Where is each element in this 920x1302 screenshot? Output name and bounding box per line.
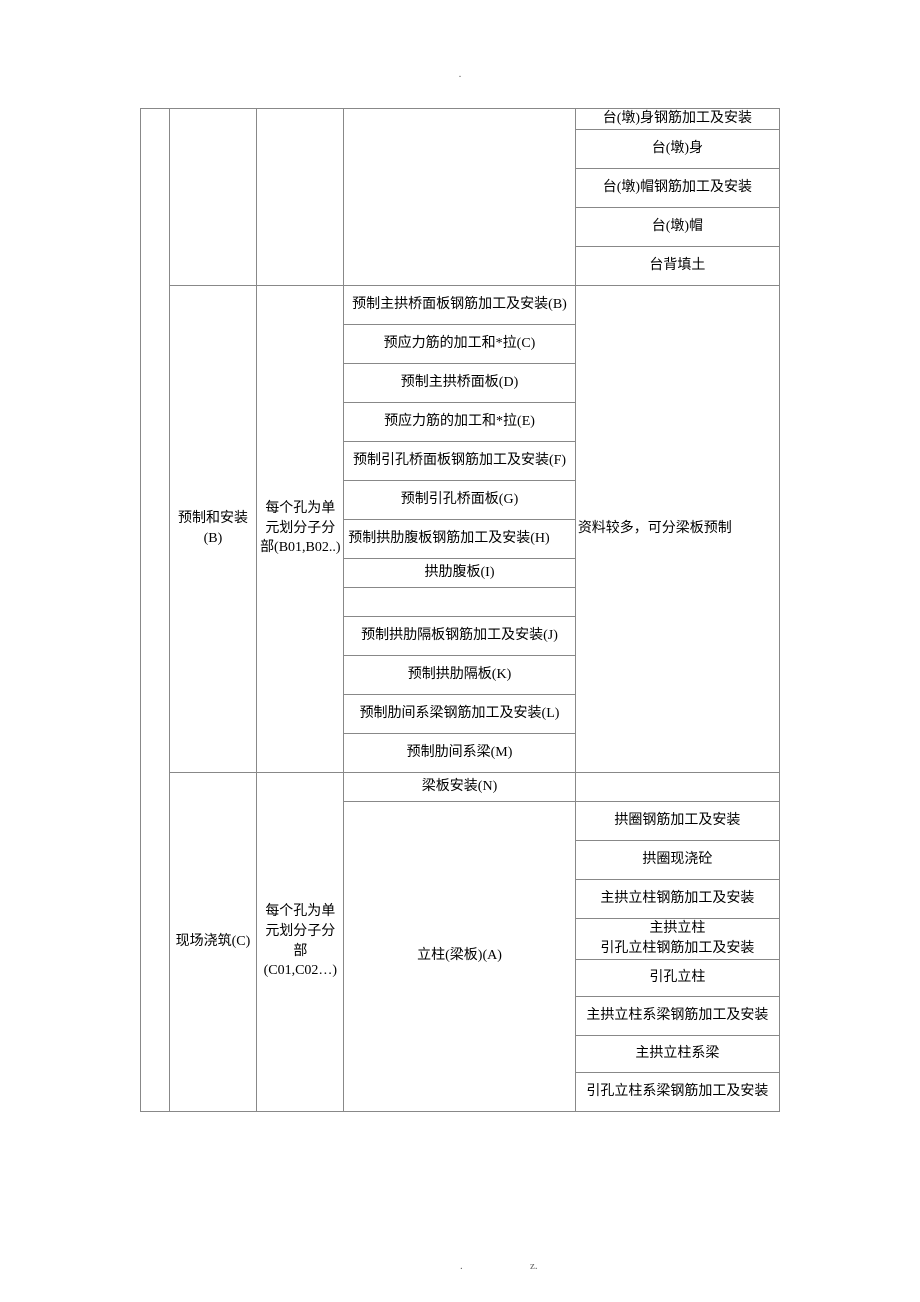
cell-s1-c4-1: 台(墩)身 [575, 129, 779, 168]
cell-s2-c3-11: 预制肋间系梁钢筋加工及安装(L) [344, 694, 576, 733]
cell-s2-c3-5: 预制引孔桥面板(G) [344, 480, 576, 519]
cell-s3-c4-7: 主拱立柱系梁 [575, 1035, 779, 1072]
cell-s1-c4-2: 台(墩)帽钢筋加工及安装 [575, 168, 779, 207]
cell-s2-c3-9: 预制拱肋隔板钢筋加工及安装(J) [344, 616, 576, 655]
cell-s2-c3-1: 预应力筋的加工和*拉(C) [344, 324, 576, 363]
table-row: 预制和安装(B) 每个孔为单元划分子分部(B01,B02..) 预制主拱桥面板钢… [141, 285, 780, 324]
cell-s2-c3-6: 预制拱肋腹板钢筋加工及安装(H) [344, 519, 576, 558]
cell-s3-c4-1: 拱圈现浇砼 [575, 840, 779, 879]
cell-s3-c4-5: 引孔立柱 [575, 959, 779, 996]
cell-s1-c3 [344, 109, 576, 286]
table-row: 台(墩)身钢筋加工及安装 [141, 109, 780, 130]
cell-s3-c4-2: 主拱立柱钢筋加工及安装 [575, 879, 779, 918]
cell-s3-c3-main: 立柱(梁板)(A) [344, 801, 576, 1111]
cell-s3-c2: 每个孔为单元划分子分部(C01,C02…) [257, 772, 344, 1111]
cell-s3-c4-6: 主拱立柱系梁钢筋加工及安装 [575, 996, 779, 1035]
cell-s3-c1: 现场浇筑(C) [169, 772, 257, 1111]
cell-s3-c4-34: 主拱立柱引孔立柱钢筋加工及安装 [575, 918, 779, 959]
cell-s2-c3-4: 预制引孔桥面板钢筋加工及安装(F) [344, 441, 576, 480]
cell-s2-c3-10: 预制拱肋隔板(K) [344, 655, 576, 694]
cell-col0 [141, 109, 170, 1112]
cell-s2-c3-8 [344, 587, 576, 616]
cell-s2-c3-0: 预制主拱桥面板钢筋加工及安装(B) [344, 285, 576, 324]
cell-s1-c4-4: 台背填土 [575, 246, 779, 285]
cell-s3-c4-blank [575, 772, 779, 801]
cell-s2-c2: 每个孔为单元划分子分部(B01,B02..) [257, 285, 344, 772]
bottom-dot-mark: . [460, 1260, 463, 1272]
cell-s2-c3-7: 拱肋腹板(I) [344, 558, 576, 587]
main-table: 台(墩)身钢筋加工及安装 台(墩)身 台(墩)帽钢筋加工及安装 台(墩)帽 台背… [140, 108, 780, 1112]
cell-s3-c3-top: 梁板安装(N) [344, 772, 576, 801]
cell-s2-c3-3: 预应力筋的加工和*拉(E) [344, 402, 576, 441]
page: . . z. 台(墩)身钢筋加工及安装 台(墩)身 台(墩)帽钢筋加工及安装 台… [0, 0, 920, 1302]
cell-s2-c4: 资料较多，可分梁板预制 [575, 285, 779, 772]
bottom-z-mark: z. [530, 1260, 538, 1272]
top-mark: . [459, 68, 462, 80]
table-row: 现场浇筑(C) 每个孔为单元划分子分部(C01,C02…) 梁板安装(N) [141, 772, 780, 801]
cell-s1-c4-3: 台(墩)帽 [575, 207, 779, 246]
cell-s2-c3-2: 预制主拱桥面板(D) [344, 363, 576, 402]
cell-s3-c4-0: 拱圈钢筋加工及安装 [575, 801, 779, 840]
cell-s1-c4-0: 台(墩)身钢筋加工及安装 [575, 109, 779, 130]
cell-s1-c1 [169, 109, 257, 286]
cell-s1-c2 [257, 109, 344, 286]
cell-s3-c4-8: 引孔立柱系梁钢筋加工及安装 [575, 1072, 779, 1111]
cell-s2-c1: 预制和安装(B) [169, 285, 257, 772]
cell-s2-c3-12: 预制肋间系梁(M) [344, 733, 576, 772]
